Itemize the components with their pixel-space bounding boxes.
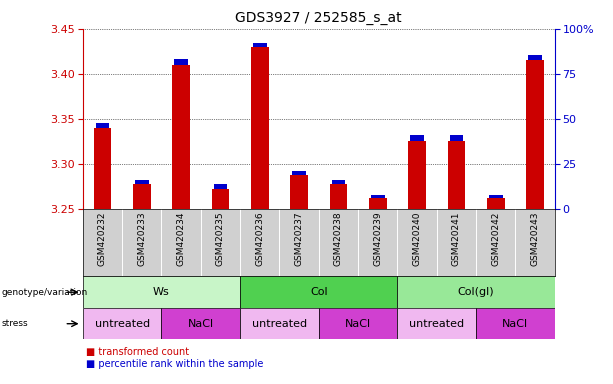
Bar bbox=[290, 175, 308, 209]
Bar bbox=[213, 184, 227, 189]
Text: GSM420242: GSM420242 bbox=[491, 211, 500, 266]
Text: Col: Col bbox=[310, 287, 327, 297]
Bar bbox=[83, 276, 240, 308]
Bar bbox=[135, 180, 148, 184]
Text: GSM420240: GSM420240 bbox=[413, 211, 422, 266]
Bar bbox=[397, 276, 555, 308]
Bar bbox=[528, 55, 542, 60]
Bar bbox=[371, 195, 384, 199]
Bar bbox=[240, 308, 319, 339]
Bar bbox=[240, 276, 397, 308]
Text: untreated: untreated bbox=[252, 319, 307, 329]
Bar bbox=[476, 308, 555, 339]
Text: GSM420239: GSM420239 bbox=[373, 211, 383, 266]
Text: NaCl: NaCl bbox=[503, 319, 528, 329]
Text: genotype/variation: genotype/variation bbox=[1, 288, 88, 297]
Text: GSM420235: GSM420235 bbox=[216, 211, 225, 266]
Bar bbox=[449, 135, 463, 141]
Text: NaCl: NaCl bbox=[345, 319, 371, 329]
Bar bbox=[174, 60, 188, 65]
Text: ■ transformed count: ■ transformed count bbox=[86, 347, 189, 357]
Text: GSM420232: GSM420232 bbox=[98, 211, 107, 266]
Bar bbox=[369, 199, 387, 209]
Title: GDS3927 / 252585_s_at: GDS3927 / 252585_s_at bbox=[235, 11, 402, 25]
Text: GSM420241: GSM420241 bbox=[452, 211, 461, 266]
Text: GSM420234: GSM420234 bbox=[177, 211, 186, 266]
Text: GSM420243: GSM420243 bbox=[531, 211, 539, 266]
Text: Ws: Ws bbox=[153, 287, 170, 297]
Bar bbox=[319, 308, 397, 339]
Bar bbox=[253, 43, 267, 47]
Bar bbox=[161, 308, 240, 339]
Text: ■ percentile rank within the sample: ■ percentile rank within the sample bbox=[86, 359, 263, 369]
Bar bbox=[251, 47, 268, 209]
Bar bbox=[94, 128, 112, 209]
Bar bbox=[211, 189, 229, 209]
Bar bbox=[96, 122, 109, 128]
Bar bbox=[397, 308, 476, 339]
Bar bbox=[330, 184, 348, 209]
Bar bbox=[526, 60, 544, 209]
Text: GSM420236: GSM420236 bbox=[255, 211, 264, 266]
Bar bbox=[172, 65, 190, 209]
Bar bbox=[408, 141, 426, 209]
Text: untreated: untreated bbox=[409, 319, 464, 329]
Text: GSM420233: GSM420233 bbox=[137, 211, 147, 266]
Bar bbox=[83, 308, 161, 339]
Text: stress: stress bbox=[1, 319, 28, 328]
Bar bbox=[292, 171, 306, 175]
Bar bbox=[447, 141, 465, 209]
Text: untreated: untreated bbox=[94, 319, 150, 329]
Text: GSM420237: GSM420237 bbox=[295, 211, 303, 266]
Bar bbox=[487, 199, 504, 209]
Text: GSM420238: GSM420238 bbox=[334, 211, 343, 266]
Bar bbox=[489, 195, 503, 199]
Bar bbox=[332, 180, 345, 184]
Bar bbox=[410, 135, 424, 141]
Text: NaCl: NaCl bbox=[188, 319, 214, 329]
Text: Col(gl): Col(gl) bbox=[458, 287, 495, 297]
Bar bbox=[133, 184, 151, 209]
